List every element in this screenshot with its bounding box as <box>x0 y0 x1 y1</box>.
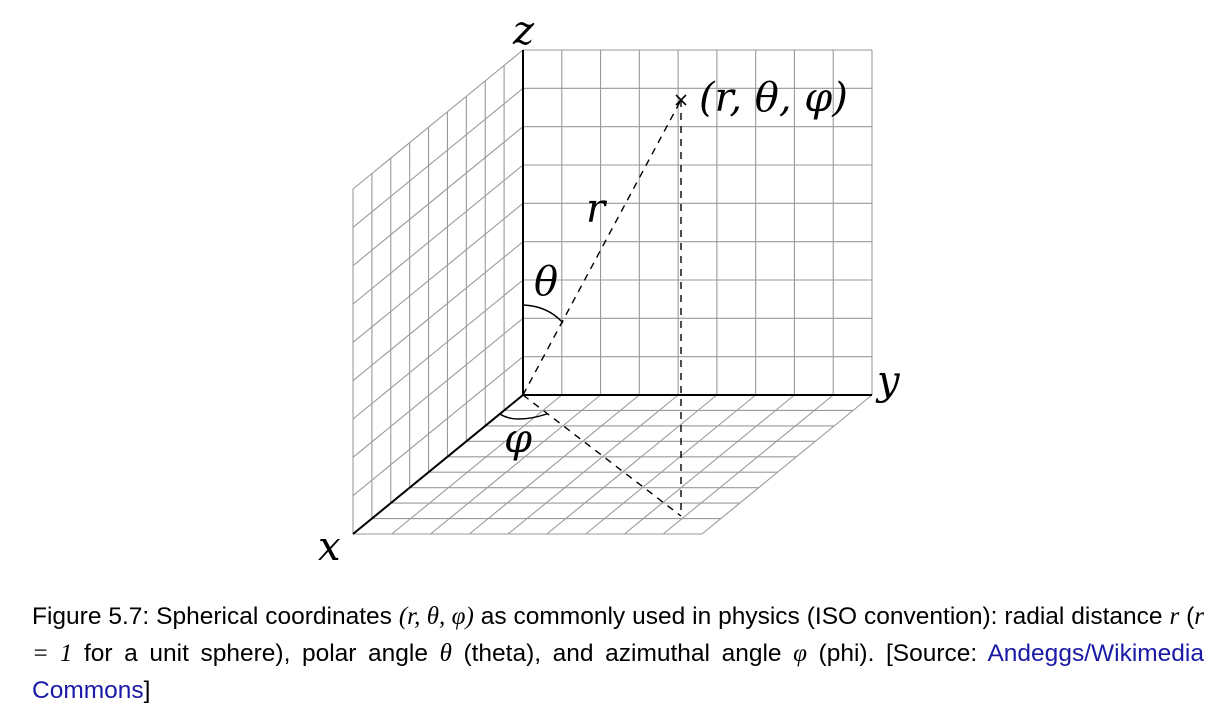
caption-r: r <box>1169 603 1180 630</box>
caption-tuple: (r, θ, φ) <box>398 603 474 630</box>
xz-plane-gridline <box>352 317 524 458</box>
radius-line <box>522 99 682 396</box>
radius-label: r <box>586 186 608 232</box>
xz-plane-gridline <box>352 279 524 420</box>
xz-plane-gridline <box>352 241 524 382</box>
xz-plane-gridline <box>352 202 524 343</box>
xy-plane-gridline <box>430 394 601 535</box>
x-axis-label: x <box>318 524 341 570</box>
theta-label: θ <box>534 259 558 305</box>
xz-plane-gridline <box>352 164 524 305</box>
xz-plane-gridline <box>352 126 524 267</box>
figure-caption: Figure 5.7: Spherical coordinates (r, θ,… <box>32 598 1204 709</box>
caption-text-2: for a unit sphere), polar angle <box>72 640 440 667</box>
phi-label: φ <box>504 416 532 462</box>
caption-r-equals-1: r = 1 <box>32 603 1205 667</box>
construction-lines <box>522 99 682 517</box>
caption-text-3: (theta), and azimuthal angle <box>451 640 794 667</box>
z-axis-label: z <box>512 8 535 54</box>
caption-text-4: (phi). [Source: <box>806 640 988 667</box>
projection-line <box>522 394 682 517</box>
theta-arc <box>522 304 564 324</box>
xy-plane-gridline <box>585 394 757 535</box>
xz-plane-gridline <box>352 49 524 190</box>
xy-plane-gridline <box>468 394 640 535</box>
source-link[interactable]: Andeggs/Wikimedia Commons <box>32 640 1204 704</box>
caption-text-1: as commonly used in physics (ISO convent… <box>473 603 1170 630</box>
spherical-coordinates-figure: z y x (r, θ, φ) r θ φ <box>318 8 901 570</box>
xy-plane-gridline <box>507 394 679 535</box>
xy-plane-gridline <box>624 394 795 535</box>
caption-open-paren: ( <box>1179 603 1195 630</box>
xy-plane-gridline <box>701 394 873 535</box>
axes <box>352 50 872 535</box>
point-marker <box>675 94 687 106</box>
coordinate-grids <box>352 49 873 535</box>
xz-plane-gridline <box>352 87 524 228</box>
xz-plane-gridline <box>352 356 524 497</box>
xy-plane-gridline <box>391 394 563 535</box>
xy-plane-gridline <box>546 394 718 535</box>
caption-prefix: Figure 5.7: Spherical coordinates <box>32 603 399 630</box>
caption-text-5: ] <box>143 677 151 704</box>
phi-arc <box>499 413 548 420</box>
point-label: (r, θ, φ) <box>699 75 848 121</box>
caption-theta: θ <box>439 640 452 667</box>
xy-plane-gridline <box>662 394 834 535</box>
caption-phi: φ <box>793 640 807 667</box>
y-axis-label: y <box>875 358 901 404</box>
x-axis <box>352 394 524 535</box>
